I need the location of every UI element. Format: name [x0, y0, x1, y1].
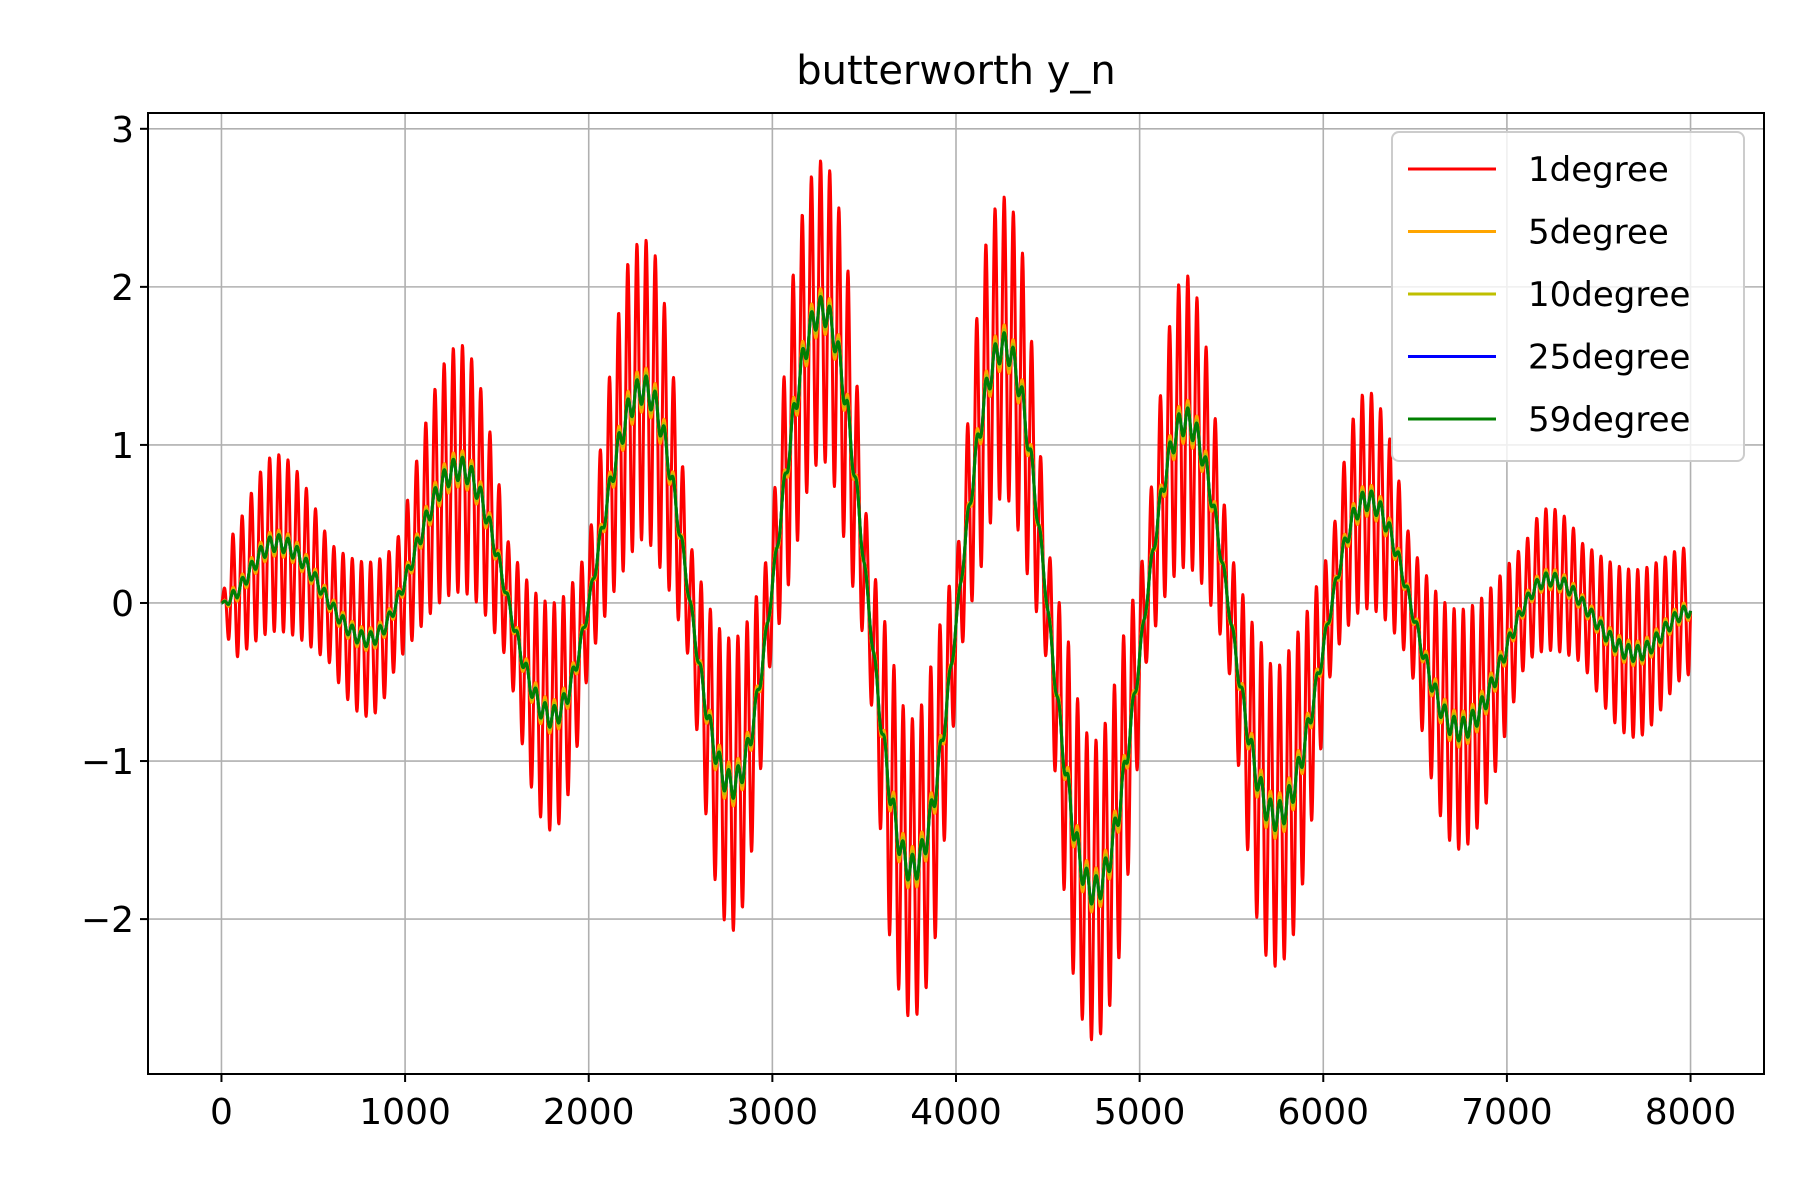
y-tick-label: 2 [111, 268, 134, 309]
x-tick-label: 0 [210, 1092, 233, 1133]
y-tick-label: −1 [81, 742, 134, 783]
y-axis-ticks: −2 −1 0 1 2 3 [81, 110, 148, 941]
legend: 1degree 5degree 10degree 25degree 59degree [1391, 131, 1745, 462]
x-tick-label: 8000 [1645, 1092, 1737, 1133]
legend-label: 1degree [1528, 150, 1669, 190]
chart-title: butterworth y_n [796, 48, 1116, 94]
x-tick-label: 3000 [727, 1092, 819, 1133]
legend-box [1391, 131, 1745, 462]
legend-label: 59degree [1528, 400, 1690, 440]
y-tick-label: −2 [81, 900, 134, 941]
x-tick-label: 1000 [359, 1092, 451, 1133]
y-tick-label: 0 [111, 584, 134, 625]
series-line-59degree [220, 295, 1693, 906]
legend-label: 10degree [1528, 275, 1690, 315]
series-lines [220, 159, 1693, 1042]
legend-label: 5degree [1528, 213, 1669, 253]
x-axis-ticks: 0 1000 2000 3000 4000 5000 6000 7000 8000 [210, 1074, 1736, 1133]
legend-label: 25degree [1528, 338, 1690, 378]
y-tick-label: 3 [111, 110, 134, 151]
x-tick-label: 6000 [1277, 1092, 1369, 1133]
x-tick-label: 2000 [543, 1092, 635, 1133]
x-tick-label: 7000 [1461, 1092, 1553, 1133]
x-tick-label: 5000 [1094, 1092, 1186, 1133]
y-tick-label: 1 [111, 426, 134, 467]
x-tick-label: 4000 [910, 1092, 1002, 1133]
